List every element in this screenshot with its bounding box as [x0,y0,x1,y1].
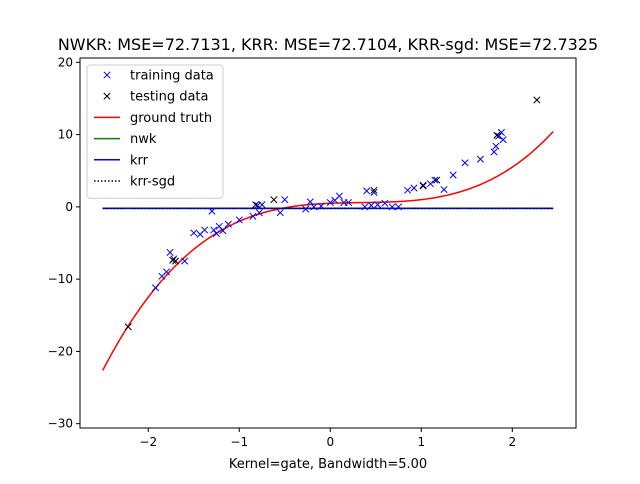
legend-item-nwk: nwk [94,132,157,147]
training-data-point [388,203,396,211]
series-testing-data [124,96,541,331]
plot-area [102,96,554,371]
legend-item-krr-sgd: krr-sgd [94,175,175,190]
testing-data-point [493,131,501,139]
training-data-point [431,176,439,184]
legend-label: ground truth [130,111,212,126]
training-data-point [181,257,189,265]
legend-item-training-data: training data [103,69,214,84]
training-data-point [374,201,382,209]
y-tick-label: 10 [58,128,73,142]
training-data-point [495,132,503,140]
testing-data-point [172,257,180,265]
legend-label: krr [130,153,149,168]
legend-item-krr: krr [94,153,149,168]
training-data-point [317,202,325,210]
training-data-point [166,248,174,256]
training-data-point [476,155,484,163]
testing-data-point [169,256,177,264]
y-tick-label: −30 [48,417,73,431]
training-data-point [490,148,498,156]
training-data-point [461,159,469,167]
training-data-point [224,220,232,228]
training-data-point [258,201,266,209]
training-data-point [219,227,227,235]
training-data-point [344,198,353,207]
axes-frame [79,57,577,429]
training-data-point [302,205,310,213]
training-data-point [492,142,500,150]
training-data-point [497,128,505,136]
training-data-point [410,184,418,192]
training-data-point [306,198,314,206]
training-data-point [381,199,389,207]
training-data-point [235,216,243,224]
legend-item-ground-truth: ground truth [94,111,212,126]
training-data-point [281,196,289,204]
x-tick-label: −1 [230,435,248,449]
training-data-point [276,209,284,217]
testing-data-point [270,196,278,204]
training-data-point [419,181,427,189]
legend-box [86,64,224,199]
training-data-point [162,268,171,276]
y-tick-label: 0 [65,200,73,214]
x-tick-label: −2 [139,435,157,449]
training-data-point [326,198,334,207]
training-data-point [440,185,448,194]
testing-data-point [252,201,260,209]
training-data-point [310,203,318,211]
training-data-point [361,203,369,211]
training-data-point [370,188,378,196]
chart-title: NWKR: MSE=72.7131, KRR: MSE=72.7104, KRR… [58,35,598,54]
testing-data-point [124,323,132,331]
testing-data-point [533,96,541,104]
x-axis-label: Kernel=gate, Bandwidth=5.00 [229,457,427,472]
y-tick-label: −20 [48,344,73,358]
training-data-point [335,192,343,200]
training-data-point [449,171,457,179]
x-tick-label: 1 [417,435,425,449]
training-data-point [208,207,216,215]
legend-marker [103,71,111,79]
training-data-point [249,212,257,220]
legend-label: nwk [130,132,157,147]
legend-label: krr-sgd [130,175,175,190]
testing-data-point [433,176,441,184]
training-data-point [151,284,160,292]
training-data-point [210,226,218,234]
training-data-point [255,209,263,217]
y-tick-label: −10 [48,272,73,286]
legend-marker [103,92,111,100]
legend: training data testing data ground truth nwk… [86,64,224,199]
testing-data-point [370,186,378,194]
training-data-point [394,203,403,211]
training-data-point [190,229,198,237]
x-tick-label: 0 [326,435,334,449]
training-data-point [212,230,221,238]
legend-label: testing data [130,90,208,105]
training-data-point [367,201,375,209]
series-training-data [151,128,507,292]
training-data-point [426,180,434,188]
training-data-point [499,136,507,144]
training-data-point [404,186,412,194]
legend-item-testing-data: testing data [103,90,208,105]
legend-label: training data [130,69,214,84]
training-data-point [201,226,209,234]
testing-data-point [419,182,427,190]
x-tick-label: 2 [508,435,516,449]
training-data-point [363,187,371,195]
y-tick-label: 20 [58,55,73,69]
